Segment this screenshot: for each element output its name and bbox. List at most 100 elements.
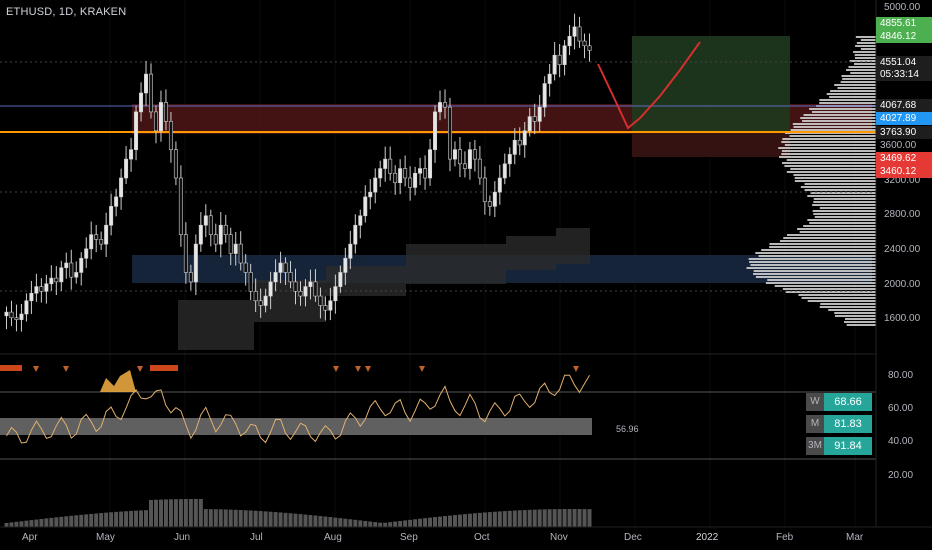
candle-body: [423, 168, 428, 179]
volume-bar: [258, 511, 263, 527]
volume-profile-bar: [769, 246, 876, 248]
price-axis-tick: 2400.00: [884, 244, 921, 255]
timeframe-key: 3M: [806, 437, 824, 455]
volume-bar: [89, 513, 94, 527]
volume-profile-bar: [761, 249, 876, 251]
candle-body: [39, 286, 44, 292]
rsi-value-label: 56.96: [616, 424, 639, 434]
rsi-axis-tick: 60.00: [888, 403, 914, 414]
volume-profile-bar: [801, 297, 876, 299]
candle-body: [318, 295, 323, 306]
volume-profile-bar: [809, 222, 876, 224]
volume-bar: [462, 514, 467, 527]
candle-body: [388, 158, 393, 174]
signal-triangle-marker: [419, 366, 425, 372]
volume-bar: [253, 510, 258, 527]
rsi-axis-tick: 80.00: [888, 370, 914, 381]
volume-profile-bar: [790, 129, 876, 131]
candle-body: [89, 234, 94, 250]
volume-profile-bar: [810, 192, 876, 194]
volume-bar: [343, 518, 348, 527]
candle-body: [527, 116, 532, 132]
candle-body: [233, 243, 238, 254]
volume-bar: [153, 499, 158, 527]
volume-bar: [408, 519, 413, 527]
volume-profile-bar: [786, 234, 876, 236]
volume-profile-bar: [830, 90, 876, 92]
candle-body: [144, 73, 149, 94]
volume-bar: [532, 509, 537, 527]
volume-bar: [567, 509, 572, 527]
volume-bar: [428, 517, 433, 527]
stop-loss-zone: [632, 132, 790, 157]
candle-body: [323, 305, 328, 311]
volume-profile-bar: [758, 255, 876, 257]
volume-bar: [457, 514, 462, 527]
volume-profile-bar: [820, 303, 876, 305]
candle-body: [532, 116, 537, 122]
volume-profile-bar: [786, 159, 876, 161]
volume-profile-bar: [802, 120, 876, 122]
candle-body: [173, 149, 178, 179]
candle-body: [363, 196, 368, 217]
volume-profile-bar: [769, 243, 876, 245]
rsi-axis-tick: 20.00: [888, 470, 914, 481]
time-axis-tick: May: [96, 532, 115, 543]
volume-profile-bar: [860, 48, 876, 50]
volume-bar: [213, 509, 218, 527]
symbol-title[interactable]: ETHUSD, 1D, KRAKEN: [6, 6, 127, 18]
candle-body: [188, 272, 193, 283]
volume-bars: [4, 499, 592, 527]
volume-blocks: [178, 228, 590, 350]
volume-profile-bar: [794, 177, 876, 179]
volume-profile-bar: [783, 237, 876, 239]
candle-body: [193, 243, 198, 283]
candle-body: [477, 158, 482, 179]
candle-body: [168, 121, 173, 150]
volume-bar: [438, 516, 443, 527]
volume-bar: [582, 509, 587, 527]
volume-block: [506, 236, 556, 270]
volume-profile-bar: [803, 114, 876, 116]
candle-body: [438, 102, 443, 113]
volume-bar: [94, 513, 99, 527]
candle-body: [582, 40, 587, 47]
volume-bar: [29, 520, 34, 527]
volume-bar: [557, 509, 562, 527]
volume-bar: [443, 516, 447, 527]
price-axis-tick: 5000.00: [884, 2, 921, 13]
candle-body: [333, 286, 338, 302]
candle-body: [587, 45, 592, 51]
candle-body: [109, 206, 114, 226]
volume-profile-bar: [855, 36, 876, 38]
volume-profile-bar: [746, 267, 876, 269]
volume-profile-bar: [813, 198, 876, 200]
volume-bar: [482, 512, 487, 527]
candle-body: [418, 168, 423, 174]
volume-profile-bar: [767, 279, 876, 281]
volume-profile-bar: [829, 96, 876, 98]
level-price-label: 3763.90: [876, 126, 932, 139]
candle-body: [223, 224, 228, 235]
volume-bar: [238, 510, 243, 527]
volume-bar: [283, 512, 288, 527]
volume-profile-bar: [798, 294, 876, 296]
sl-price-label: 3460.12: [876, 165, 932, 178]
candle-body: [472, 149, 477, 160]
candle-body: [268, 281, 273, 297]
volume-profile-bar: [809, 108, 876, 110]
volume-bar: [388, 522, 393, 527]
candle-body: [373, 177, 378, 193]
candle-body: [84, 248, 89, 259]
candle-body: [139, 92, 144, 113]
candle-body: [557, 54, 562, 65]
volume-bar: [542, 509, 547, 527]
candle-body: [487, 201, 492, 207]
volume-profile-bar: [853, 63, 876, 65]
candle-body: [522, 130, 527, 146]
candle-body: [243, 262, 248, 273]
volume-bar: [472, 513, 477, 527]
volume-profile-bar: [797, 228, 876, 230]
volume-block: [178, 300, 254, 350]
